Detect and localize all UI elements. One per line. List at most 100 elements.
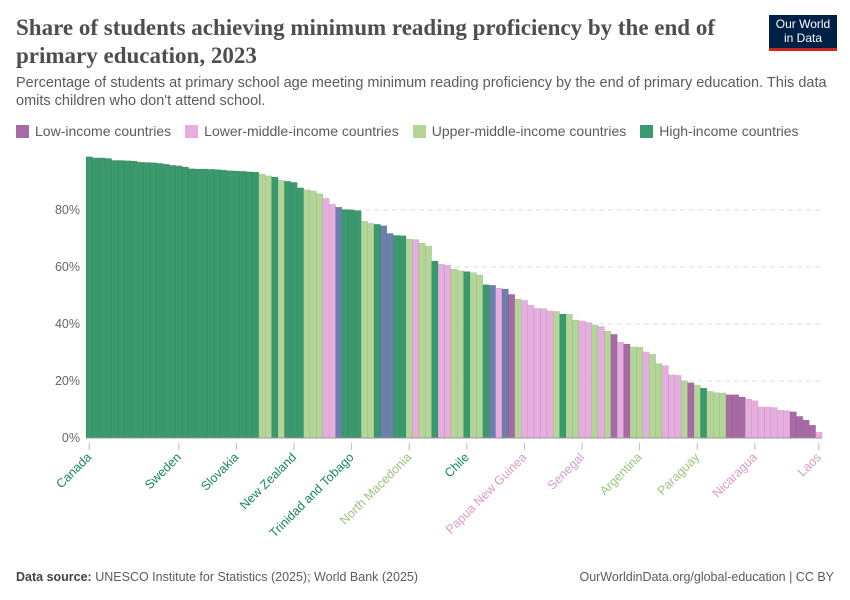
bar[interactable]	[181, 166, 189, 439]
bar[interactable]	[271, 176, 279, 439]
bar[interactable]	[789, 411, 797, 439]
bar[interactable]	[482, 284, 490, 439]
bar[interactable]	[636, 346, 644, 439]
bar[interactable]	[258, 173, 266, 439]
bar[interactable]	[546, 310, 554, 439]
bar[interactable]	[405, 238, 413, 439]
bar[interactable]	[712, 392, 720, 439]
bar[interactable]	[764, 406, 772, 439]
bar[interactable]	[700, 387, 708, 439]
bar[interactable]	[296, 187, 304, 439]
bar[interactable]	[309, 190, 317, 439]
bar[interactable]	[175, 165, 183, 439]
bar[interactable]	[303, 189, 311, 439]
bar[interactable]	[431, 260, 439, 439]
bar[interactable]	[85, 156, 93, 439]
bar[interactable]	[156, 163, 164, 439]
bar[interactable]	[149, 162, 157, 439]
bar[interactable]	[399, 235, 407, 439]
legend-item-high[interactable]: High-income countries	[640, 123, 799, 139]
bar[interactable]	[207, 168, 215, 439]
bar[interactable]	[341, 209, 349, 439]
bar[interactable]	[104, 158, 112, 439]
bar[interactable]	[629, 346, 637, 439]
bar[interactable]	[719, 392, 727, 439]
bar[interactable]	[514, 298, 522, 439]
bar[interactable]	[437, 263, 445, 439]
bar[interactable]	[578, 320, 586, 439]
bar[interactable]	[424, 245, 432, 439]
bar[interactable]	[220, 169, 228, 439]
bar[interactable]	[239, 170, 247, 439]
bar[interactable]	[124, 160, 132, 439]
bar[interactable]	[412, 239, 420, 439]
bar[interactable]	[264, 175, 272, 439]
bar[interactable]	[706, 391, 714, 439]
bar[interactable]	[194, 168, 202, 439]
bar[interactable]	[226, 170, 234, 439]
bar[interactable]	[783, 410, 791, 439]
bar[interactable]	[661, 365, 669, 439]
bar[interactable]	[572, 319, 580, 439]
bar[interactable]	[418, 242, 426, 439]
bar[interactable]	[796, 416, 804, 439]
bar[interactable]	[130, 160, 138, 439]
bar[interactable]	[610, 334, 618, 439]
bar[interactable]	[200, 168, 208, 439]
bar[interactable]	[277, 179, 285, 439]
bar[interactable]	[565, 314, 573, 439]
bar[interactable]	[380, 225, 388, 439]
bar[interactable]	[495, 287, 503, 439]
bar[interactable]	[604, 330, 612, 439]
bar[interactable]	[143, 162, 151, 439]
bar[interactable]	[188, 168, 196, 439]
bar[interactable]	[444, 265, 452, 439]
bar[interactable]	[540, 308, 548, 439]
bar[interactable]	[316, 193, 324, 439]
bar[interactable]	[687, 382, 695, 439]
bar[interactable]	[508, 294, 516, 439]
bar[interactable]	[360, 220, 368, 439]
bar[interactable]	[552, 311, 560, 439]
bar[interactable]	[469, 272, 477, 439]
bar[interactable]	[168, 165, 176, 439]
bar[interactable]	[680, 380, 688, 439]
bar[interactable]	[162, 163, 170, 439]
bar[interactable]	[674, 375, 682, 439]
bar[interactable]	[501, 288, 509, 439]
bar[interactable]	[533, 308, 541, 439]
bar[interactable]	[642, 351, 650, 439]
bar[interactable]	[725, 394, 733, 439]
bar[interactable]	[591, 324, 599, 439]
bar[interactable]	[648, 353, 656, 439]
bar[interactable]	[751, 400, 759, 439]
bar[interactable]	[623, 343, 631, 439]
bar[interactable]	[92, 157, 100, 439]
bar[interactable]	[744, 398, 752, 439]
bar[interactable]	[776, 409, 784, 439]
legend-item-lower-middle[interactable]: Lower-middle-income countries	[185, 123, 399, 139]
bar[interactable]	[335, 206, 343, 439]
bar[interactable]	[616, 341, 624, 439]
bar[interactable]	[732, 394, 740, 439]
bar[interactable]	[488, 284, 496, 439]
bar[interactable]	[111, 160, 119, 439]
bar[interactable]	[98, 157, 106, 439]
bar[interactable]	[245, 171, 253, 439]
bar[interactable]	[655, 363, 663, 439]
bar[interactable]	[802, 419, 810, 439]
bar[interactable]	[348, 209, 356, 439]
bar[interactable]	[284, 180, 292, 439]
bar[interactable]	[456, 270, 464, 439]
bar[interactable]	[770, 407, 778, 439]
bar[interactable]	[450, 268, 458, 439]
bar[interactable]	[367, 223, 375, 439]
bar[interactable]	[213, 169, 221, 439]
bar[interactable]	[738, 396, 746, 439]
bar[interactable]	[322, 198, 330, 439]
bar[interactable]	[232, 170, 240, 439]
owid-logo[interactable]: Our World in Data	[769, 15, 837, 51]
bar[interactable]	[559, 313, 567, 439]
bar[interactable]	[527, 304, 535, 439]
bar[interactable]	[463, 271, 471, 439]
